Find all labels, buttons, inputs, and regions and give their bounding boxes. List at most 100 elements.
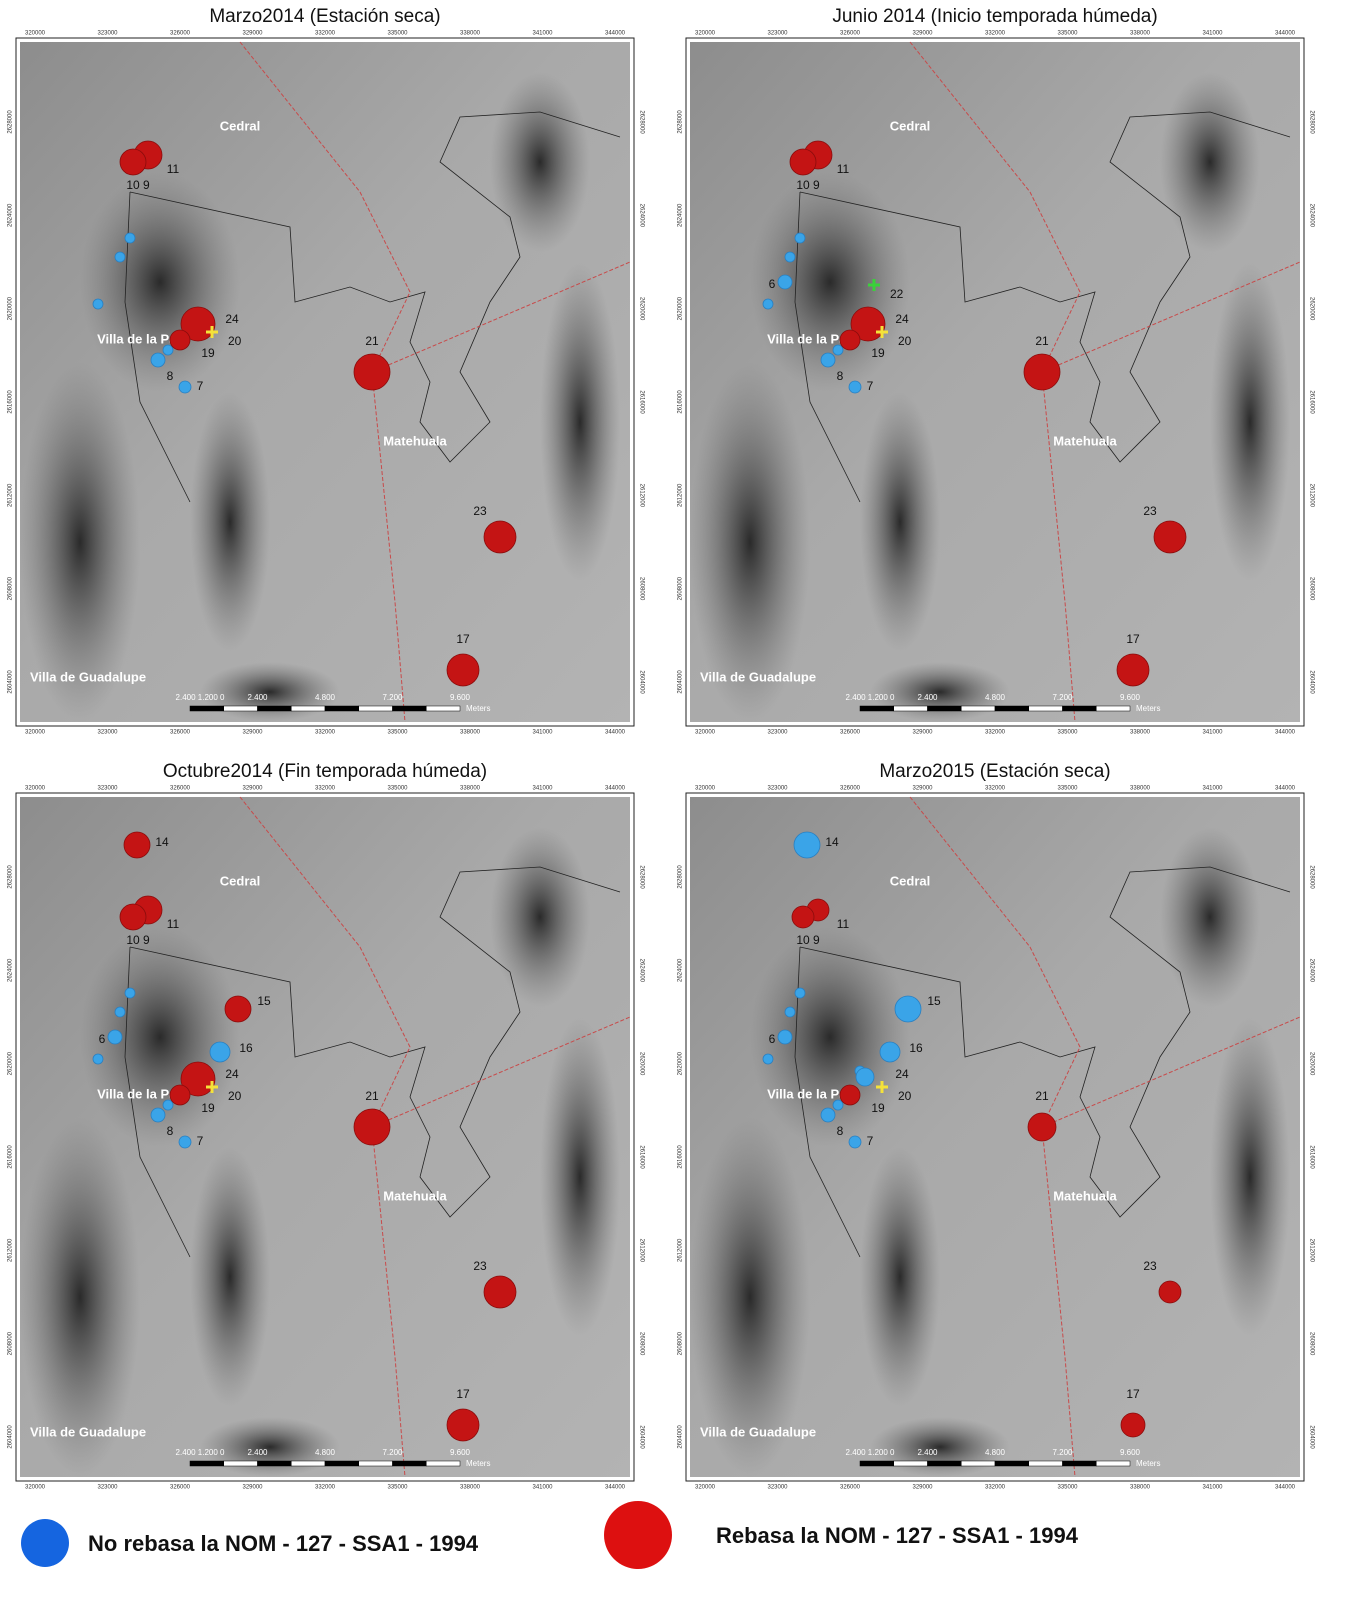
coord-label: 2616000 [8, 390, 14, 414]
place-label: Matehuala [1053, 1188, 1117, 1203]
point-label: 7 [867, 379, 874, 393]
coord-label: 2608000 [8, 1331, 14, 1355]
coord-label: 2608000 [678, 1331, 684, 1355]
coord-label: 2604000 [8, 1425, 14, 1449]
scale-label: 2.400 1.200 0 [846, 693, 895, 702]
coord-label: 344000 [605, 786, 626, 792]
scale-segment [224, 1461, 258, 1466]
scale-unit: Meters [466, 1459, 490, 1468]
exceeding-point [1154, 521, 1186, 553]
coord-label: 341000 [532, 1485, 553, 1491]
scale-segment [190, 1461, 224, 1466]
relief [190, 1147, 270, 1407]
coord-label: 2628000 [1308, 865, 1314, 889]
panel-title: Marzo2014 (Estación seca) [209, 6, 440, 27]
exceeding-point [354, 354, 390, 390]
coord-label: 2624000 [638, 959, 644, 983]
exceeding-point [124, 832, 150, 858]
point-label: 17 [1126, 632, 1140, 646]
relief [1210, 1017, 1290, 1337]
coord-label: 329000 [912, 730, 933, 736]
sample-point [833, 345, 843, 355]
relief [190, 392, 270, 652]
coord-label: 341000 [532, 730, 553, 736]
relief [1210, 262, 1290, 582]
scale-label: 2.400 [247, 693, 268, 702]
point-label: 17 [1126, 1387, 1140, 1401]
coord-label: 2604000 [638, 1425, 644, 1449]
coord-label: 338000 [1130, 31, 1151, 37]
relief [20, 1117, 140, 1477]
coord-label: 338000 [1130, 1485, 1151, 1491]
coord-label: 323000 [97, 31, 118, 37]
coord-label: 332000 [315, 31, 336, 37]
map-panel: Junio 2014 (Inicio temporada húmeda)Cedr… [678, 6, 1315, 736]
coord-label: 323000 [767, 31, 788, 37]
coord-label: 2620000 [8, 1051, 14, 1075]
coord-label: 320000 [25, 786, 46, 792]
coord-label: 2624000 [8, 203, 14, 227]
coord-label: 2604000 [638, 670, 644, 694]
coord-label: 2612000 [678, 1238, 684, 1262]
point-label: 14 [825, 835, 839, 849]
coord-label: 332000 [985, 31, 1006, 37]
compliant-point [151, 1108, 165, 1122]
coord-label: 341000 [532, 786, 553, 792]
scale-segment [961, 1461, 995, 1466]
scale-label: 7.200 [1052, 693, 1073, 702]
exceeding-point [840, 330, 860, 350]
coord-label: 2608000 [1308, 1332, 1314, 1356]
scale-segment [190, 706, 224, 711]
coord-label: 326000 [170, 1485, 191, 1491]
coord-label: 2624000 [1308, 959, 1314, 983]
scale-label: 7.200 [1052, 1448, 1073, 1457]
coord-label: 320000 [25, 730, 46, 736]
coord-label: 332000 [315, 1485, 336, 1491]
compliant-point [179, 381, 191, 393]
compliant-point [895, 996, 921, 1022]
coord-label: 329000 [912, 31, 933, 37]
scale-segment [291, 706, 325, 711]
coord-label: 2604000 [678, 670, 684, 694]
point-label: 8 [167, 1124, 174, 1138]
sample-point [115, 252, 125, 262]
point-label: 23 [1143, 504, 1157, 518]
coord-label: 2620000 [8, 296, 14, 320]
coord-label: 329000 [242, 1485, 263, 1491]
scale-label: 7.200 [382, 693, 403, 702]
exceeding-point [1028, 1113, 1056, 1141]
point-label: 10 9 [126, 933, 150, 947]
scale-label: 2.400 [917, 1448, 938, 1457]
coord-label: 341000 [532, 31, 553, 37]
point-label: 17 [456, 1387, 470, 1401]
figure: No rebasa la NOM - 127 - SSA1 - 1994 Reb… [0, 0, 1355, 1618]
sample-point [93, 299, 103, 309]
scale-label: 9.600 [1120, 693, 1141, 702]
scale-label: 2.400 [247, 1448, 268, 1457]
coord-label: 2624000 [638, 204, 644, 228]
scale-segment [1063, 706, 1097, 711]
coord-label: 320000 [25, 31, 46, 37]
coord-label: 341000 [1202, 1485, 1223, 1491]
relief [540, 1017, 620, 1337]
coord-label: 320000 [695, 786, 716, 792]
compliant-point [210, 1042, 230, 1062]
point-label: 24 [225, 312, 239, 326]
coord-label: 344000 [1275, 786, 1296, 792]
sample-point [763, 1054, 773, 1064]
sample-point [763, 299, 773, 309]
scale-segment [426, 1461, 460, 1466]
scale-segment [224, 706, 258, 711]
exceeding-point [790, 149, 816, 175]
exceeding-point [792, 906, 814, 928]
coord-label: 323000 [767, 786, 788, 792]
coord-label: 323000 [767, 1485, 788, 1491]
coord-label: 335000 [1057, 31, 1078, 37]
relief [20, 362, 140, 722]
coord-label: 2620000 [1308, 297, 1314, 321]
coord-label: 2628000 [678, 110, 684, 134]
scale-segment [1063, 1461, 1097, 1466]
scale-label: 4.800 [315, 1448, 336, 1457]
coord-label: 2616000 [678, 1145, 684, 1169]
point-label: 23 [473, 1259, 487, 1273]
